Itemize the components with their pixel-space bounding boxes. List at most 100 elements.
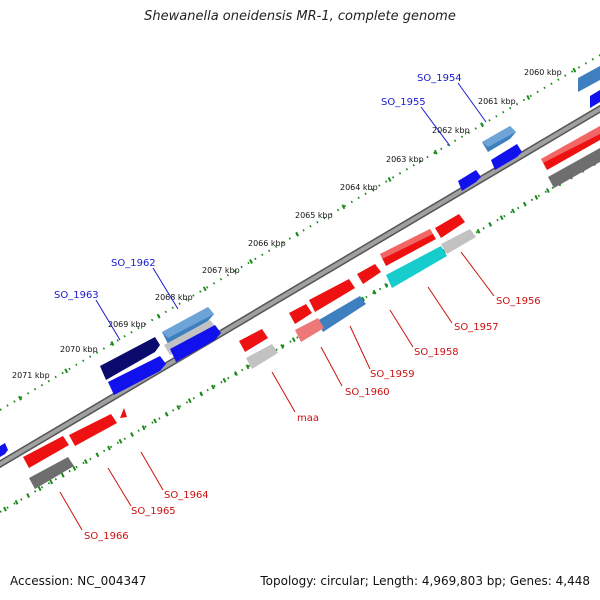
ruler-tick: [499, 215, 504, 221]
label-maa: maa: [297, 413, 319, 424]
label-so1957: SO_1957: [454, 322, 499, 333]
ruler-tick: [534, 194, 539, 200]
ruler-label: 2070 kbp: [60, 345, 98, 354]
ruler-tick: [72, 465, 77, 471]
gene-arrow[interactable]: [29, 457, 74, 489]
ruler-tick: [26, 493, 30, 498]
ruler-tick: [433, 149, 438, 155]
ruler-tick: [245, 364, 250, 370]
ruler-tick: [291, 337, 296, 343]
gene-so1960[interactable]: [289, 304, 312, 324]
gene-arrow[interactable]: [317, 296, 366, 332]
gene-arrow[interactable]: [170, 325, 221, 362]
ruler-tick: [110, 341, 115, 346]
ruler-label: 2062 kbp: [432, 126, 470, 135]
label-so1956: SO_1956: [496, 296, 541, 307]
gene-labels: SO_1954 SO_1955 SO_1962 SO_1963 SO_1956 …: [54, 73, 541, 542]
ruler-tick: [14, 499, 19, 505]
ruler-tick: [141, 425, 146, 431]
ruler-tick: [199, 391, 204, 397]
ruler-label: 2064 kbp: [340, 183, 378, 192]
outer-ruler-labels: 2060 kbp 2061 kbp 2062 kbp 2063 kbp 2064 kbp…: [12, 68, 562, 380]
label-so1960: SO_1960: [345, 387, 390, 398]
ruler-tick: [384, 283, 389, 288]
ruler-tick: [280, 343, 285, 349]
gene-so1963[interactable]: [100, 337, 160, 380]
gene-arrow[interactable]: [0, 443, 8, 457]
ruler-tick: [361, 296, 365, 302]
ruler-label: 2068 kbp: [155, 293, 193, 302]
ruler-tick: [341, 204, 346, 210]
ruler-tick: [234, 371, 238, 376]
gene-so1965[interactable]: [69, 414, 117, 446]
ruler-tick: [64, 368, 69, 374]
gene-maa[interactable]: [239, 329, 268, 352]
ruler-tick: [60, 472, 65, 478]
topology-label: Topology: circular; Length: 4,969,803 bp…: [260, 574, 590, 588]
accession-label: Accession: NC_004347: [10, 574, 147, 588]
ruler-tick: [3, 506, 7, 512]
gene-arrow[interactable]: [548, 148, 600, 188]
gene-so1956[interactable]: [435, 214, 465, 238]
ruler-tick: [156, 313, 161, 319]
callout-lines: [59, 82, 495, 531]
ruler-tick: [37, 486, 42, 492]
ruler-tick: [295, 231, 300, 237]
label-so1962: SO_1962: [111, 258, 156, 269]
label-so1965: SO_1965: [131, 506, 176, 517]
reverse-features: [23, 126, 600, 489]
ruler-label: 2066 kbp: [248, 239, 286, 248]
gene-so1959[interactable]: [309, 279, 355, 312]
gene-arrow[interactable]: [246, 344, 278, 369]
label-so1959: SO_1959: [370, 369, 415, 380]
ruler-tick: [202, 286, 207, 292]
gene-so1955[interactable]: [491, 144, 522, 170]
gene-arrow[interactable]: [578, 66, 600, 92]
ruler-tick: [387, 177, 392, 182]
label-so1964: SO_1964: [164, 490, 209, 501]
ruler-tick: [130, 432, 134, 437]
ruler-tick: [83, 459, 88, 465]
ruler-tick: [153, 418, 158, 424]
backbone: [0, 104, 600, 469]
ruler-label: 2069 kbp: [108, 320, 146, 329]
ruler-tick: [526, 95, 531, 100]
gene-arrow[interactable]: [458, 170, 481, 191]
ruler-tick: [480, 122, 484, 128]
ruler-tick: [476, 228, 481, 234]
gene-so1958[interactable]: [357, 264, 381, 284]
ruler-tick: [522, 201, 527, 207]
ruler-tick: [511, 208, 516, 214]
gene-arrow[interactable]: [590, 90, 600, 108]
ruler-tick: [187, 398, 192, 404]
ruler-tick: [545, 188, 550, 194]
forward-features: [0, 66, 600, 457]
gene-so1964[interactable]: [120, 408, 127, 418]
outer-ruler: 2060 kbp 2061 kbp 2062 kbp 2063 kbp 2064 kbp…: [0, 54, 600, 411]
gene-so1966[interactable]: [23, 436, 69, 468]
label-so1966: SO_1966: [84, 531, 129, 542]
gene-arrow[interactable]: [108, 356, 166, 395]
gene-arrow[interactable]: [295, 318, 324, 342]
ruler-label: 2060 kbp: [524, 68, 562, 77]
ruler-tick: [372, 289, 377, 295]
gene-arrow[interactable]: [441, 229, 476, 254]
label-so1955: SO_1955: [381, 97, 426, 108]
ruler-label: 2065 kbp: [295, 211, 333, 220]
map-title: Shewanella oneidensis MR-1, complete gen…: [144, 9, 456, 24]
ruler-tick: [176, 404, 181, 410]
ruler-tick: [49, 479, 54, 485]
gene-arrow[interactable]: [386, 246, 447, 288]
ruler-tick: [118, 438, 123, 444]
outer-ruler-ticks: [18, 67, 577, 401]
ruler-tick: [249, 259, 253, 264]
ruler-tick: [18, 395, 22, 401]
ruler-tick: [95, 452, 100, 458]
label-so1954: SO_1954: [417, 73, 462, 84]
label-so1963: SO_1963: [54, 290, 99, 301]
ruler-tick: [222, 377, 227, 383]
ruler-tick: [164, 411, 169, 417]
ruler-label: 2071 kbp: [12, 371, 50, 380]
ruler-tick: [572, 67, 577, 73]
